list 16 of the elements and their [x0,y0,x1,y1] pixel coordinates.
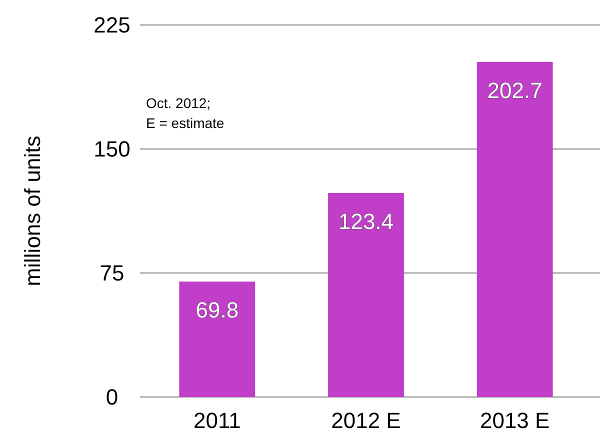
y-axis-title: millions of units [20,136,45,286]
y-tick-label: 225 [94,12,130,38]
data-label: 123.4 [338,208,394,234]
bar [179,282,256,397]
x-tick-label: 2013 E [480,408,550,433]
y-tick-label: 150 [94,136,130,162]
x-tick-label: 2011 [194,408,241,433]
bar [328,192,404,397]
annotation: Oct. 2012; [146,95,211,111]
y-tick-label: 75 [100,260,124,286]
data-label: 69.8 [196,298,239,323]
y-tick-label: 0 [106,384,118,410]
data-label: 202.7 [487,78,542,103]
annotation: E = estimate [146,115,224,131]
bar [476,62,553,397]
x-tick-label: 2012 E [331,408,401,433]
